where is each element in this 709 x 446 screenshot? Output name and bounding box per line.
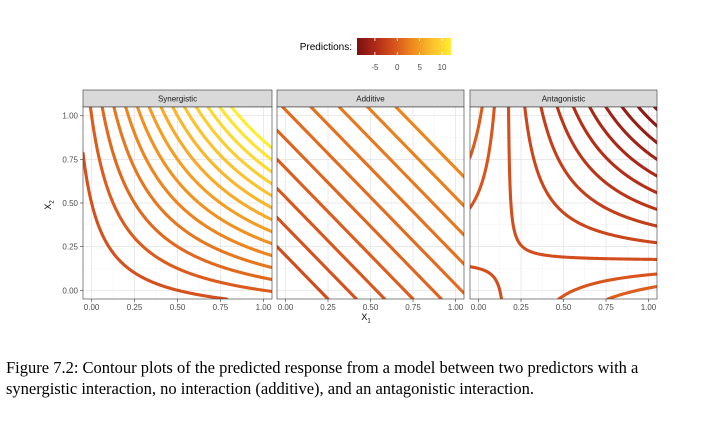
y-tick-label: 0.50 [62,199,78,208]
contour-line [277,128,443,299]
legend-title: Predictions: [300,42,352,53]
x-tick-label: 0.00 [84,303,100,312]
contour-line [366,107,464,208]
y-tick-label: 0.25 [62,243,78,252]
y-tick-label: 0.00 [62,286,78,295]
contour-lines [83,107,272,299]
contour-line [277,157,415,299]
contour-line [100,107,272,282]
contour-line [147,107,272,234]
x-tick-label: 0.00 [278,303,294,312]
contour-line [277,245,330,299]
facet-panel-antagonistic: Antagonistic 0.00 0.25 0.50 0.75 1.00 [469,89,658,312]
x-tick-label: 0.50 [556,303,572,312]
legend-tick-label: 10 [438,63,447,72]
contour-line [470,107,657,299]
legend-tick-label: -5 [371,63,379,72]
facet-strip-label: Antagonistic [542,95,586,104]
contour-line [620,107,657,145]
x-axis: 0.00 0.25 0.50 0.75 1.00 [471,299,657,312]
figure-caption: Figure 7.2: Contour plots of the predict… [6,358,639,398]
x-tick-label: 1.00 [448,303,464,312]
contour-line [281,107,464,295]
y-tick-label: 0.75 [62,155,78,164]
x-tick-label: 0.00 [471,303,487,312]
legend-ticks: -5 0 5 10 [371,38,447,72]
contour-line [470,107,657,299]
y-axis: 0.00 0.25 0.50 0.75 1.00 [62,112,83,295]
contour-line [555,107,657,211]
x-axis-title: X1 [361,312,371,325]
contour-line [83,151,229,299]
contour-line [277,215,358,299]
x-axis: 0.00 0.25 0.50 0.75 1.00 [278,299,464,312]
contour-line [653,107,657,111]
facet-strip-label: Additive [356,95,385,104]
x-tick-label: 1.00 [641,303,657,312]
x-axis: 0.00 0.25 0.50 0.75 1.00 [84,299,272,312]
contour-line [636,107,657,128]
contour-line [171,107,272,210]
contour-line [218,107,272,162]
contour-lines [470,107,657,299]
contour-line [588,107,657,178]
x-tick-label: 1.00 [256,303,272,312]
x-tick-label: 0.50 [170,303,186,312]
x-tick-label: 0.75 [405,303,421,312]
contour-line [183,107,272,198]
contour-line [159,107,272,222]
facet-panels: Synergistic 0.00 0.25 0.50 0.75 1.00 Additive 0… [82,89,658,312]
contour-line [539,107,657,228]
contour-line [135,107,272,246]
x-tick-label: 0.75 [598,303,614,312]
contour-line [523,107,657,245]
grid-lines [470,107,657,299]
contour-line [88,107,272,294]
legend-colorbar [357,38,451,55]
y-axis-title: X2 [43,200,56,210]
x-tick-label: 0.50 [363,303,379,312]
legend-tick-label: 5 [417,63,422,72]
facet-panel-additive: Additive 0.00 0.25 0.50 0.75 1.00 [276,89,465,312]
legend-tick-label: 0 [395,63,400,72]
contour-line [230,107,272,150]
x-tick-label: 0.25 [320,303,336,312]
x-tick-label: 0.25 [513,303,529,312]
facet-strip-label: Synergistic [158,95,197,104]
contour-line [277,186,387,299]
contour-line [124,107,272,258]
x-tick-label: 0.25 [127,303,143,312]
contour-lines [277,107,464,299]
legend: Predictions: -5 0 5 10 [300,38,451,72]
y-tick-label: 1.00 [62,112,78,121]
contour-line [112,107,272,270]
x-tick-label: 0.75 [213,303,229,312]
facet-panel-synergistic: Synergistic 0.00 0.25 0.50 0.75 1.00 [82,89,273,312]
